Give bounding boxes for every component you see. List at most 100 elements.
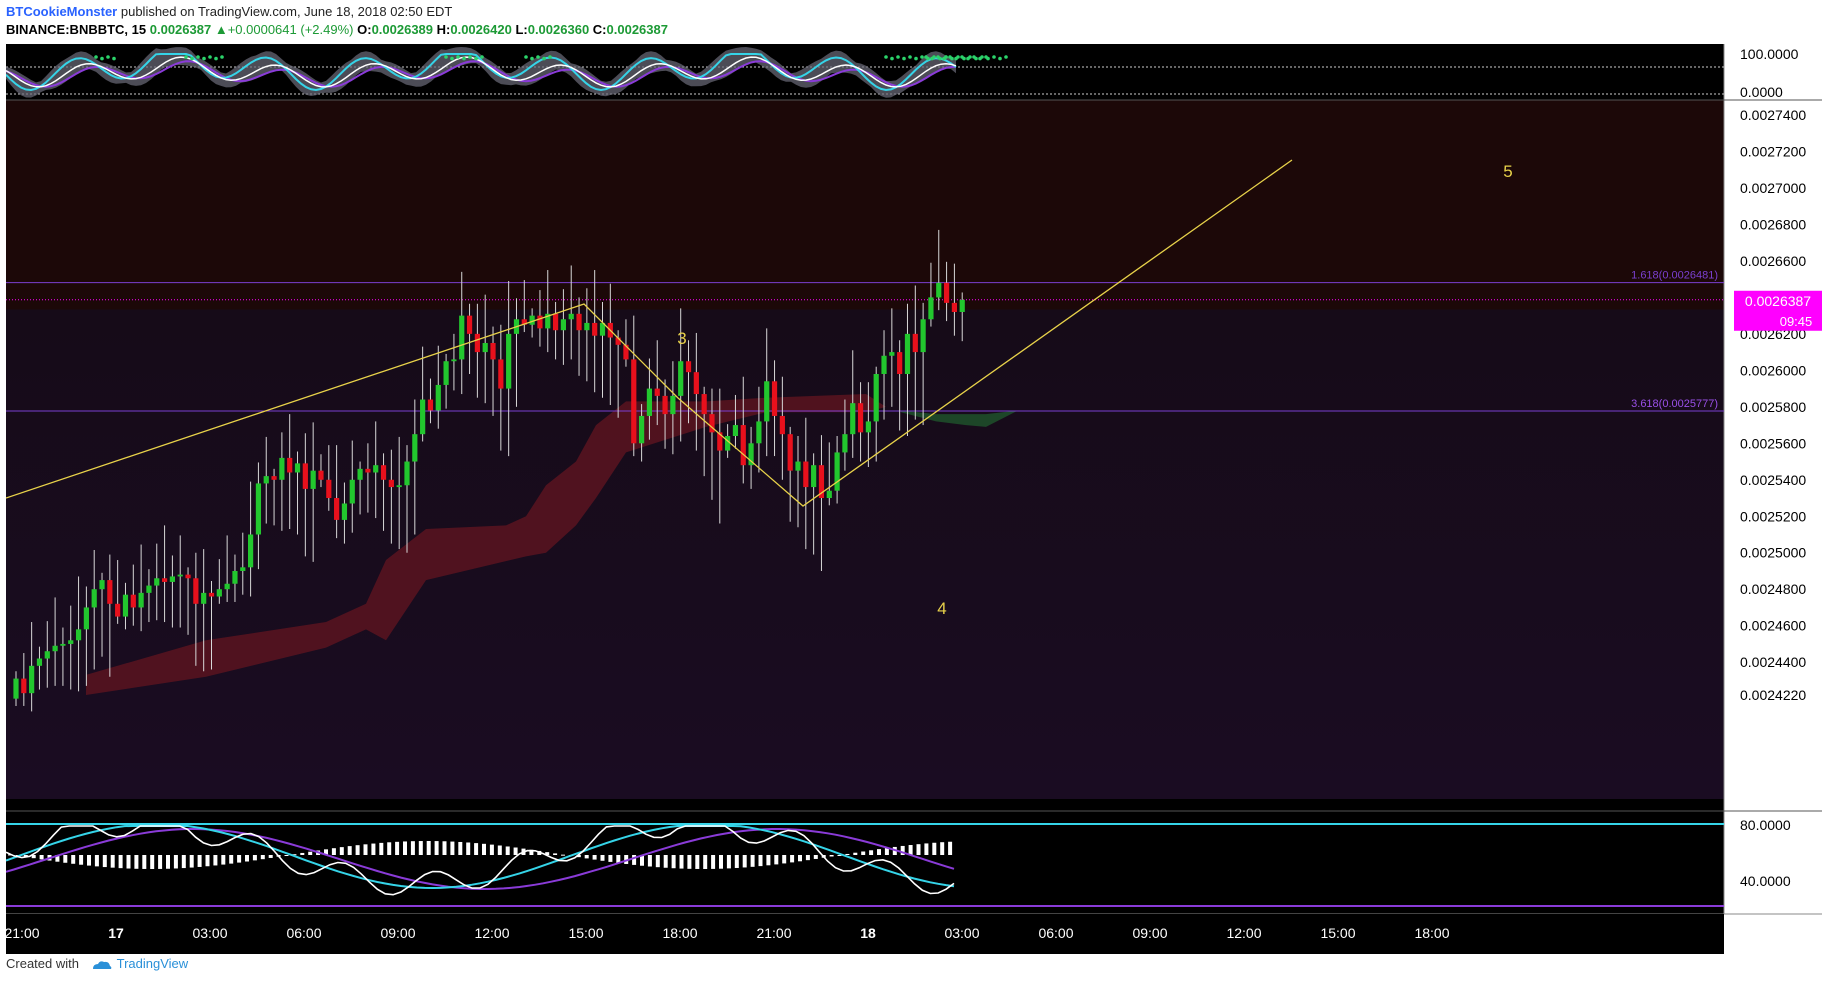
- candle-body[interactable]: [216, 589, 222, 597]
- candle-body[interactable]: [138, 592, 144, 608]
- candle-body[interactable]: [795, 461, 801, 471]
- candle-body[interactable]: [709, 414, 715, 433]
- candle-body[interactable]: [912, 333, 918, 353]
- candle-body[interactable]: [787, 434, 793, 471]
- candle-body[interactable]: [232, 570, 238, 584]
- candle-body[interactable]: [506, 333, 512, 389]
- candle-body[interactable]: [318, 470, 324, 480]
- candle-body[interactable]: [701, 394, 707, 415]
- candle-body[interactable]: [287, 457, 293, 473]
- candle-body[interactable]: [263, 476, 269, 484]
- candle-body[interactable]: [482, 342, 488, 353]
- candle-body[interactable]: [545, 313, 551, 329]
- candle-body[interactable]: [897, 352, 903, 374]
- author-link[interactable]: BTCookieMonster: [6, 4, 118, 19]
- candle-body[interactable]: [357, 468, 363, 480]
- candle-body[interactable]: [865, 421, 871, 433]
- candle-body[interactable]: [334, 498, 340, 520]
- candle-body[interactable]: [161, 578, 168, 582]
- candle-body[interactable]: [928, 297, 934, 320]
- candle-body[interactable]: [936, 282, 942, 298]
- candle-body[interactable]: [29, 665, 35, 694]
- candle-body[interactable]: [951, 302, 957, 312]
- elliott-wave-drawing[interactable]: 3 4 5: [6, 159, 1513, 618]
- candle-body[interactable]: [91, 589, 97, 608]
- candle-body[interactable]: [208, 592, 215, 597]
- candle-body[interactable]: [584, 322, 590, 331]
- candle-body[interactable]: [404, 461, 410, 486]
- candle-body[interactable]: [107, 580, 113, 604]
- price-panel[interactable]: [6, 100, 1724, 799]
- candle-body[interactable]: [717, 432, 723, 451]
- candle-body[interactable]: [177, 574, 183, 577]
- candle-body[interactable]: [943, 282, 950, 303]
- candle-body[interactable]: [599, 322, 606, 336]
- candle-body[interactable]: [826, 490, 832, 499]
- candle-body[interactable]: [592, 322, 598, 336]
- candle-body[interactable]: [130, 594, 136, 608]
- candle-body[interactable]: [560, 319, 566, 331]
- candle-body[interactable]: [75, 629, 82, 641]
- candle-body[interactable]: [693, 372, 699, 395]
- candle-body[interactable]: [646, 388, 653, 416]
- tradingview-brand-link[interactable]: TradingView: [116, 956, 189, 971]
- candle-body[interactable]: [811, 465, 817, 488]
- candle-body[interactable]: [670, 395, 676, 415]
- chart-canvas[interactable]: 100.0000 0.0000 1.618(0.0026481) 3.618(0…: [6, 44, 1822, 954]
- candle-body[interactable]: [83, 607, 89, 630]
- candle-body[interactable]: [122, 594, 129, 617]
- candle-body[interactable]: [341, 503, 348, 520]
- candle-body[interactable]: [732, 425, 739, 437]
- candle-body[interactable]: [36, 658, 43, 666]
- candle-body[interactable]: [552, 313, 559, 331]
- candle-body[interactable]: [685, 361, 692, 373]
- candle-body[interactable]: [568, 313, 574, 320]
- candle-body[interactable]: [420, 399, 426, 435]
- candle-body[interactable]: [396, 485, 402, 488]
- candle-body[interactable]: [850, 403, 856, 435]
- candle-body[interactable]: [380, 465, 387, 480]
- candle-body[interactable]: [904, 333, 911, 374]
- candle-body[interactable]: [13, 678, 19, 699]
- price-axis[interactable]: [1724, 44, 1822, 954]
- candle-body[interactable]: [271, 476, 277, 480]
- candle-body[interactable]: [224, 583, 230, 590]
- candle-body[interactable]: [459, 315, 465, 360]
- candle-body[interactable]: [842, 434, 848, 453]
- candle-body[interactable]: [443, 361, 449, 385]
- candle-body[interactable]: [388, 479, 394, 488]
- candle-body[interactable]: [115, 603, 121, 617]
- candle-body[interactable]: [474, 333, 480, 353]
- candle-body[interactable]: [764, 381, 770, 422]
- candle-body[interactable]: [498, 359, 504, 389]
- candle-body[interactable]: [521, 319, 527, 325]
- candle-body[interactable]: [959, 299, 965, 312]
- candle-body[interactable]: [920, 319, 926, 353]
- candle-body[interactable]: [662, 395, 668, 415]
- candle-body[interactable]: [756, 421, 762, 444]
- candle-body[interactable]: [294, 463, 301, 473]
- candle-body[interactable]: [154, 578, 160, 586]
- candle-body[interactable]: [302, 463, 308, 489]
- candle-body[interactable]: [146, 585, 152, 593]
- candle-body[interactable]: [451, 359, 457, 362]
- candle-body[interactable]: [326, 479, 332, 499]
- candle-body[interactable]: [678, 361, 684, 396]
- candle-body[interactable]: [201, 592, 207, 604]
- candle-body[interactable]: [873, 373, 879, 422]
- candle-body[interactable]: [435, 384, 441, 411]
- candle-body[interactable]: [576, 313, 582, 331]
- candle-body[interactable]: [373, 465, 379, 473]
- candle-body[interactable]: [52, 645, 58, 652]
- candle-body[interactable]: [889, 352, 895, 356]
- candle-body[interactable]: [60, 643, 66, 646]
- candle-body[interactable]: [779, 415, 785, 435]
- candle-body[interactable]: [771, 381, 778, 416]
- candle-body[interactable]: [623, 344, 629, 360]
- candle-body[interactable]: [169, 576, 175, 582]
- candle-body[interactable]: [631, 359, 637, 444]
- candle-body[interactable]: [857, 403, 864, 433]
- candle-body[interactable]: [240, 567, 246, 571]
- candle-body[interactable]: [21, 678, 27, 694]
- candle-body[interactable]: [365, 468, 371, 473]
